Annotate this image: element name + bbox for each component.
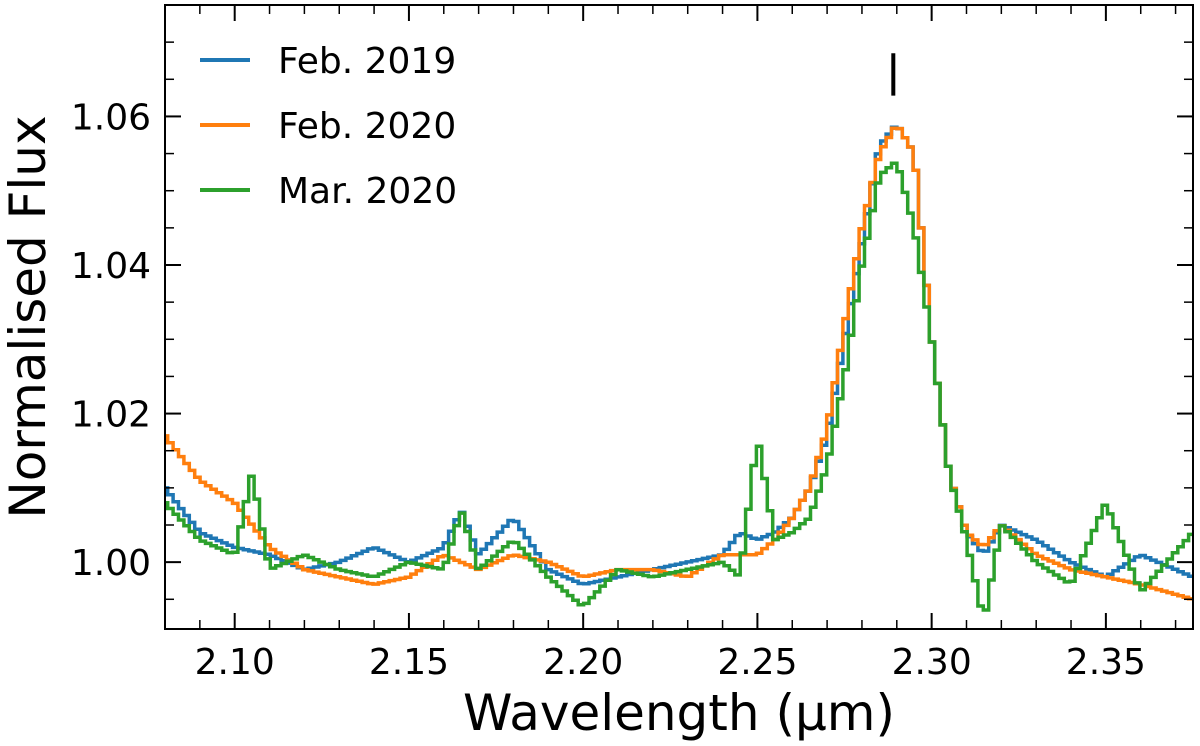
y-tick-label: 1.00 (71, 543, 151, 584)
x-tick-label: 2.25 (717, 642, 797, 683)
x-tick-label: 2.35 (1066, 642, 1146, 683)
x-tick-label: 2.10 (195, 642, 275, 683)
y-tick-label: 1.02 (71, 395, 151, 436)
legend-label-3: Mar. 2020 (278, 171, 457, 212)
legend-label-1: Feb. 2019 (278, 41, 456, 82)
plot-frame (164, 4, 1194, 630)
series-line-2 (165, 126, 1193, 602)
x-tick-label: 2.20 (543, 642, 623, 683)
x-tick-label: 2.15 (369, 642, 449, 683)
series-line-3 (165, 161, 1193, 612)
y-tick-label: 1.06 (71, 97, 151, 138)
y-tick-label: 1.04 (71, 246, 151, 287)
x-axis-label: Wavelength (μm) (463, 684, 895, 742)
legend: Feb. 2019 Feb. 2020 Mar. 2020 (200, 41, 457, 212)
legend-label-2: Feb. 2020 (278, 106, 456, 147)
series-line-1 (165, 125, 1193, 586)
x-tick-label: 2.30 (892, 642, 972, 683)
y-axis-label: Normalised Flux (0, 115, 57, 518)
